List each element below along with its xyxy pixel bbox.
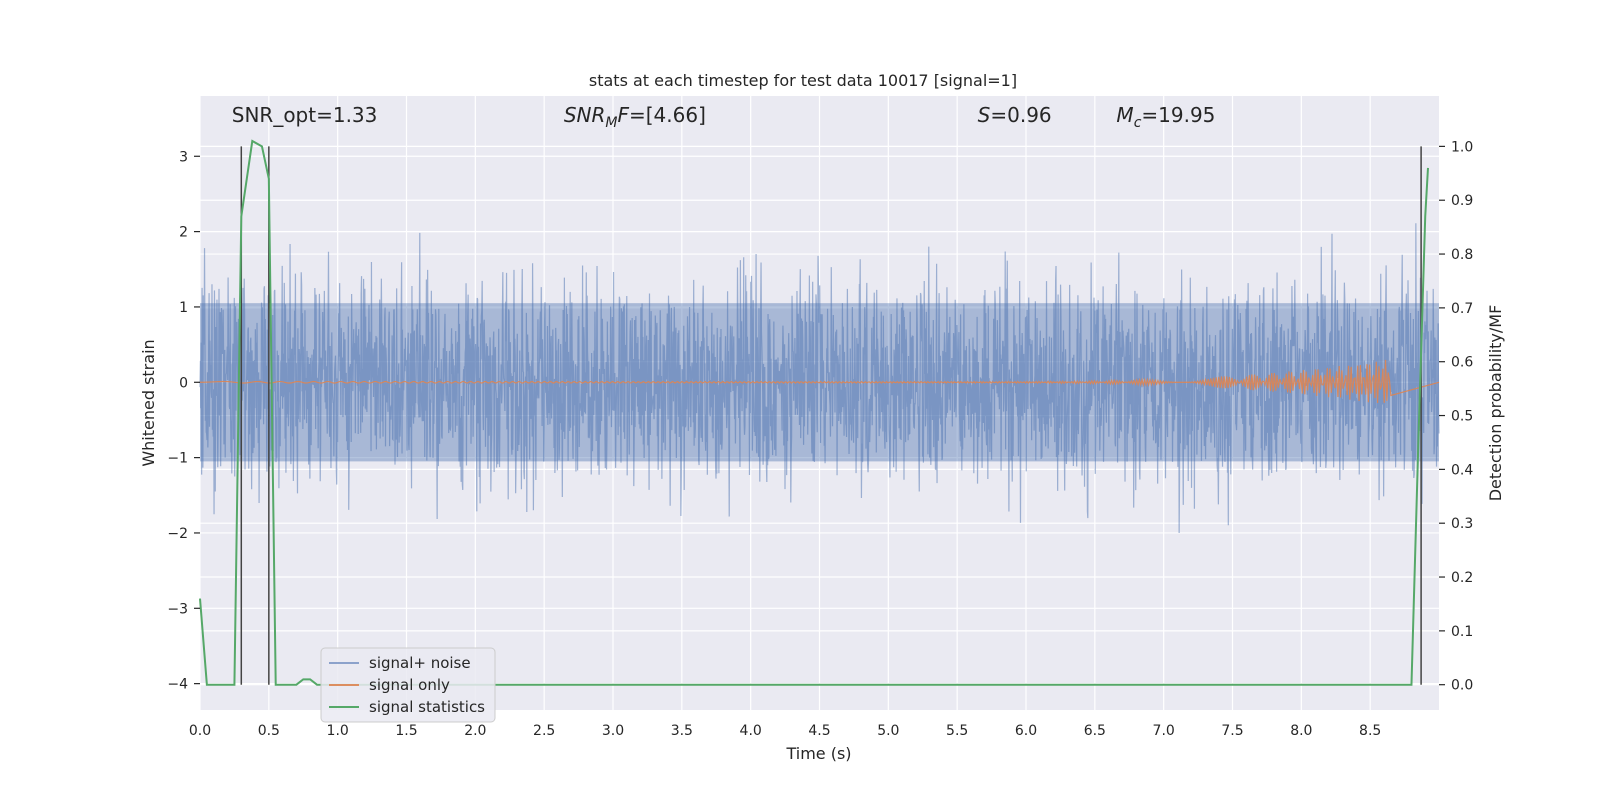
y-right-tick-label: 0.5 (1451, 409, 1473, 425)
x-tick-label: 4.0 (740, 723, 762, 739)
y-left-tick-label: 0 (179, 375, 188, 391)
annotation-text: SNRMF=[4.66] (564, 103, 706, 131)
y-right-tick-label: 0.1 (1451, 624, 1473, 640)
x-axis-label: Time (s) (785, 744, 851, 763)
x-tick-label: 3.5 (671, 723, 693, 739)
legend-label: signal only (369, 676, 450, 694)
x-tick-label: 5.0 (877, 723, 899, 739)
x-tick-label: 2.0 (464, 723, 486, 739)
y-right-tick-label: 0.8 (1451, 247, 1473, 263)
y-right-tick-label: 0.9 (1451, 193, 1473, 209)
x-tick-label: 1.5 (395, 723, 417, 739)
annotations: SNR_opt=1.33 SNRMF=[4.66] S=0.96 Mc=19.95 (232, 103, 1216, 131)
stats-line (199, 139, 1429, 686)
series-signal-statistics (199, 139, 1429, 686)
y-left-tick-label: 2 (179, 225, 188, 241)
y-left-axis-label: Whitened strain (139, 339, 158, 466)
y-left-tick-label: −4 (167, 677, 188, 693)
x-tick-label: 8.5 (1359, 723, 1381, 739)
y-right-tick-label: 0.6 (1451, 355, 1473, 371)
y-right-tick-label: 0.2 (1451, 570, 1473, 586)
x-tick-label: 3.0 (602, 723, 624, 739)
x-tick-label: 7.0 (1153, 723, 1175, 739)
x-tick-label: 2.5 (533, 723, 555, 739)
x-tick-label: 4.5 (808, 723, 830, 739)
x-tick-label: 5.5 (946, 723, 968, 739)
annotation-text: S=0.96 (978, 103, 1052, 127)
legend-label: signal+ noise (369, 654, 471, 672)
signal-line (200, 359, 1440, 404)
y-left-tick-label: −1 (167, 451, 188, 467)
annotation-text: Mc=19.95 (1116, 103, 1215, 131)
y-right-tick-label: 0.7 (1451, 301, 1473, 317)
y-right-axis-label: Detection probability/MF (1486, 305, 1505, 502)
y-right-tick-label: 0.3 (1451, 516, 1473, 532)
y-left-tick-label: −3 (167, 601, 188, 617)
x-tick-label: 8.0 (1290, 723, 1312, 739)
annotation-text: SNR_opt=1.33 (232, 103, 378, 127)
y-left-tick-label: −2 (167, 526, 188, 542)
legend-box (320, 647, 496, 723)
noise-line (199, 223, 1440, 533)
chart-title: stats at each timestep for test data 100… (589, 71, 1017, 90)
y-left-tick-label: 3 (179, 149, 188, 165)
y-right-tick-label: 1.0 (1451, 139, 1473, 155)
series-signal-only (200, 359, 1440, 404)
legend: signal+ noise signal only signal statistic… (320, 647, 496, 723)
x-tick-label: 1.0 (327, 723, 349, 739)
y-right-axis-ticks: 1.0 0.9 0.8 0.7 0.6 0.5 0.4 0.3 0.2 0.1 0.0 (1439, 139, 1473, 694)
y-right-tick-label: 0.4 (1451, 462, 1473, 478)
y-left-tick-label: 1 (179, 300, 188, 316)
x-tick-label: 6.5 (1084, 723, 1106, 739)
y-right-tick-label: 0.0 (1451, 678, 1473, 694)
y-left-axis-ticks: 3 2 1 0 −1 −2 −3 −4 (167, 149, 200, 693)
x-tick-label: 6.0 (1015, 723, 1037, 739)
legend-label: signal statistics (369, 698, 485, 716)
x-tick-label: 7.5 (1221, 723, 1243, 739)
x-axis-ticks: 0.0 0.5 1.0 1.5 2.0 2.5 3.0 3.5 4.0 4.5 5.0 5.5 6.0 6… (189, 723, 1381, 739)
x-tick-label: 0.0 (189, 723, 211, 739)
x-tick-label: 0.5 (258, 723, 280, 739)
